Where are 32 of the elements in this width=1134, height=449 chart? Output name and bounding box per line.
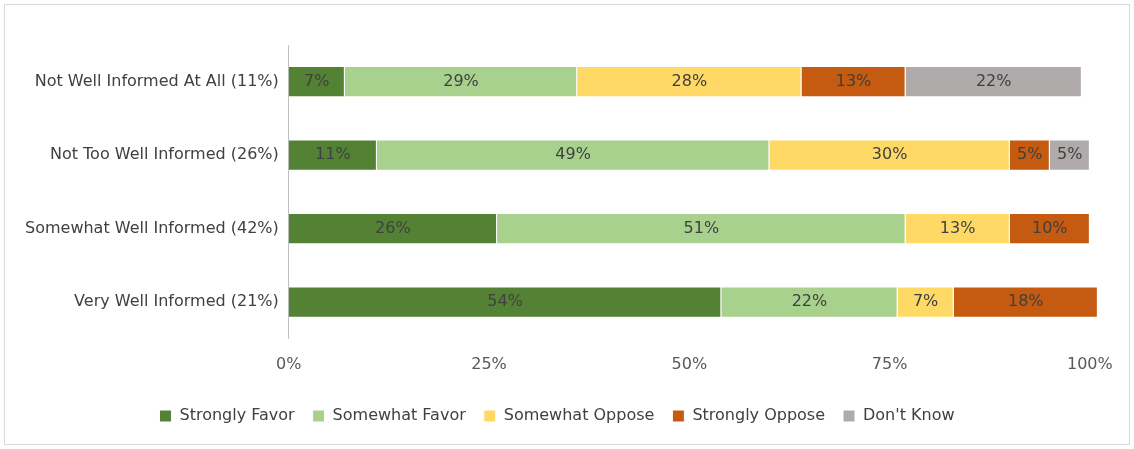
data-label: 10% [1032,217,1068,237]
data-label: 51% [683,217,720,237]
x-tick-label: 25% [471,353,507,373]
data-label: 13% [835,70,872,90]
data-label: 28% [671,70,708,90]
data-label: 11% [315,144,351,164]
data-label: 18% [1007,291,1044,311]
x-tick-label: 50% [671,353,708,373]
data-label: 7% [304,70,330,90]
y-tick-label: Very Well Informed (21%) [74,291,279,311]
x-tick-label: 100% [1066,353,1113,373]
legend-label: Strongly Favor [179,405,296,425]
legend-label: Don't Know [863,405,955,425]
y-tick-label: Not Well Informed At All (11%) [34,70,279,90]
data-label: 5% [1057,144,1083,164]
x-tick-label: 75% [871,353,908,373]
data-label: 22% [791,291,828,311]
data-label: 5% [1017,144,1043,164]
legend-label: Somewhat Favor [332,405,467,425]
y-tick-label: Not Too Well Informed (26%) [49,144,279,164]
legend-label: Strongly Oppose [692,405,826,425]
data-label: 54% [487,291,523,311]
legend-label: Somewhat Oppose [503,405,655,425]
y-tick-label: Somewhat Well Informed (42%) [25,217,279,237]
data-label: 26% [375,217,411,237]
data-label: 13% [939,217,976,237]
data-label: 30% [871,144,908,164]
data-label: 29% [443,70,479,90]
data-label: 22% [975,70,1012,90]
data-label: 7% [912,291,939,311]
x-tick-label: 0% [276,353,302,373]
data-label: 49% [555,144,591,164]
